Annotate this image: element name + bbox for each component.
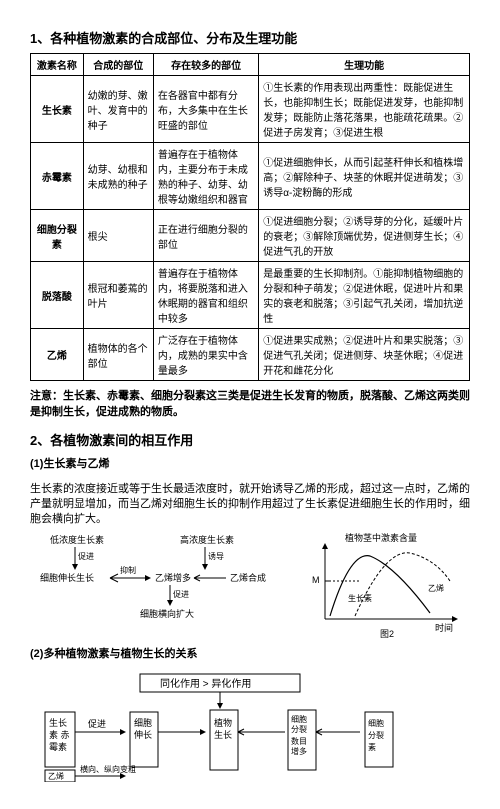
- x-label: 时间: [435, 622, 453, 633]
- label-low: 低浓度生长素: [50, 534, 104, 545]
- table-row: 细胞分裂素根尖正在进行细胞分裂的部位①促进细胞分裂；②诱导芽的分化，延缓叶片的衰…: [31, 210, 470, 262]
- svg-text:乙烯: 乙烯: [48, 771, 64, 781]
- table-cell: 根尖: [83, 210, 153, 262]
- note-text: 注意：生长素、赤霉素、细胞分裂素这三类是促进生长发育的物质，脱落酸、乙烯这两类则…: [30, 387, 470, 419]
- label-promote1: 促进: [78, 551, 94, 561]
- table-cell: 普遍存在于植物体内，将要脱落和进入休眠期的器官和组织中较多: [153, 262, 258, 329]
- svg-text:横向、纵向变粗: 横向、纵向变粗: [80, 764, 136, 774]
- svg-text:数目: 数目: [291, 736, 307, 746]
- hormone-table: 激素名称 合成的部位 存在较多的部位 生理功能 生长素幼嫩的芽、嫩叶、发育中的种…: [30, 53, 470, 381]
- svg-text:生长: 生长: [214, 729, 232, 740]
- th-func: 生理功能: [259, 54, 470, 76]
- para1: 生长素的浓度接近或等于生长最适浓度时，就开始诱导乙烯的形成，超过这一点时，乙烯的…: [30, 482, 470, 527]
- label-suppress: 抑制: [120, 565, 136, 575]
- table-cell: 正在进行细胞分裂的部位: [153, 210, 258, 262]
- table-row: 乙烯植物体的各个部位广泛存在于植物体内，成熟的果实中含量最多①促进果实成熟；②促…: [31, 329, 470, 381]
- table-row: 脱落酸根冠和萎蔫的叶片普遍存在于植物体内，将要脱落和进入休眠期的器官和组织中较多…: [31, 262, 470, 329]
- flow-diagram: 低浓度生长素 促进 高浓度生长素 诱导 细胞伸长生长 抑制 乙烯增多 乙烯合成 …: [30, 531, 290, 631]
- section2-title: 2、各植物激素间的相互作用: [30, 430, 470, 449]
- chart-caption: 图2: [380, 629, 394, 639]
- label-high: 高浓度生长素: [180, 534, 234, 545]
- series-eth: 乙烯: [428, 583, 444, 593]
- svg-text:素: 素: [368, 742, 376, 752]
- chart-title: 植物茎中激素含量: [345, 532, 417, 543]
- y-label: M: [312, 575, 320, 585]
- th-synth: 合成的部位: [83, 54, 153, 76]
- series-auxin: 生长素: [348, 593, 372, 603]
- sub2: (2)多种植物激素与植物生长的关系: [30, 645, 470, 661]
- table-cell: 脱落酸: [31, 262, 84, 329]
- label-induce: 诱导: [208, 551, 224, 561]
- label-eth-synth: 乙烯合成: [230, 572, 266, 583]
- svg-text:细胞: 细胞: [134, 717, 152, 728]
- svg-text:生长: 生长: [49, 717, 67, 728]
- label-promote2: 促进: [173, 589, 189, 599]
- hormone-chart: 植物茎中激素含量 M 生长素 乙烯 时间 图2: [300, 531, 470, 641]
- svg-text:伸长: 伸长: [134, 729, 152, 740]
- th-name: 激素名称: [31, 54, 84, 76]
- svg-text:霉素: 霉素: [49, 741, 67, 752]
- svg-text:植物: 植物: [214, 717, 232, 728]
- table-cell: 幼嫩的芽、嫩叶、发育中的种子: [83, 76, 153, 143]
- svg-text:分裂: 分裂: [291, 724, 307, 734]
- table-cell: ①生长素的作用表现出两重性：既能促进生长，也能抑制生长；既能促进发芽，也能抑制发…: [259, 76, 470, 143]
- table-cell: ①促进细胞伸长，从而引起茎秆伸长和植株增高；②解除种子、块茎的休眠并促进萌发；③…: [259, 143, 470, 210]
- table-cell: 幼芽、幼根和未成熟的种子: [83, 143, 153, 210]
- table-cell: 生长素: [31, 76, 84, 143]
- table-cell: 在各器官中都有分布，大多集中在生长旺盛的部位: [153, 76, 258, 143]
- table-cell: 乙烯: [31, 329, 84, 381]
- svg-text:素 赤: 素 赤: [49, 729, 70, 740]
- table-cell: ①促进果实成熟；②促进叶片和果实脱落；③促进气孔关闭；促进侧芽、块茎休眠；④促进…: [259, 329, 470, 381]
- svg-text:细胞: 细胞: [368, 718, 384, 728]
- svg-text:增多: 增多: [291, 746, 307, 756]
- table-row: 赤霉素幼芽、幼根和未成熟的种子普遍存在于植物体内，主要分布于未成熟的种子、幼芽、…: [31, 143, 470, 210]
- table-cell: 植物体的各个部位: [83, 329, 153, 381]
- table-cell: 广泛存在于植物体内，成熟的果实中含量最多: [153, 329, 258, 381]
- table-cell: 细胞分裂素: [31, 210, 84, 262]
- label-eth-inc: 乙烯增多: [155, 572, 191, 583]
- label-cell-wide: 细胞横向扩大: [140, 608, 194, 619]
- table-cell: 根冠和萎蔫的叶片: [83, 262, 153, 329]
- table-row: 生长素幼嫩的芽、嫩叶、发育中的种子在各器官中都有分布，大多集中在生长旺盛的部位①…: [31, 76, 470, 143]
- table-cell: 赤霉素: [31, 143, 84, 210]
- diagram-row-1: 低浓度生长素 促进 高浓度生长素 诱导 细胞伸长生长 抑制 乙烯增多 乙烯合成 …: [30, 531, 470, 641]
- table-cell: 是最重要的生长抑制剂。①能抑制植物细胞的分裂和种子萌发；②促进休眠，促进叶片和果…: [259, 262, 470, 329]
- th-dist: 存在较多的部位: [153, 54, 258, 76]
- table-cell: 普遍存在于植物体内，主要分布于未成熟的种子、幼芽、幼根等幼嫩组织和器官: [153, 143, 258, 210]
- section1-title: 1、各种植物激素的合成部位、分布及生理功能: [30, 28, 470, 47]
- svg-text:细胞: 细胞: [291, 714, 307, 724]
- multi-hormone-diagram: 同化作用 > 异化作用 生长 素 赤 霉素 促进 细胞 伸长 乙烯 横向、纵向变…: [30, 672, 450, 782]
- top-label: 同化作用 > 异化作用: [160, 677, 251, 690]
- left-arrow: 促进: [88, 718, 106, 729]
- sub1: (1)生长素与乙烯: [30, 455, 470, 471]
- label-cell-elong: 细胞伸长生长: [40, 572, 94, 583]
- table-cell: ①促进细胞分裂；②诱导芽的分化，延缓叶片的衰老；③解除顶端优势，促进侧芽生长；④…: [259, 210, 470, 262]
- svg-text:分裂: 分裂: [368, 730, 384, 740]
